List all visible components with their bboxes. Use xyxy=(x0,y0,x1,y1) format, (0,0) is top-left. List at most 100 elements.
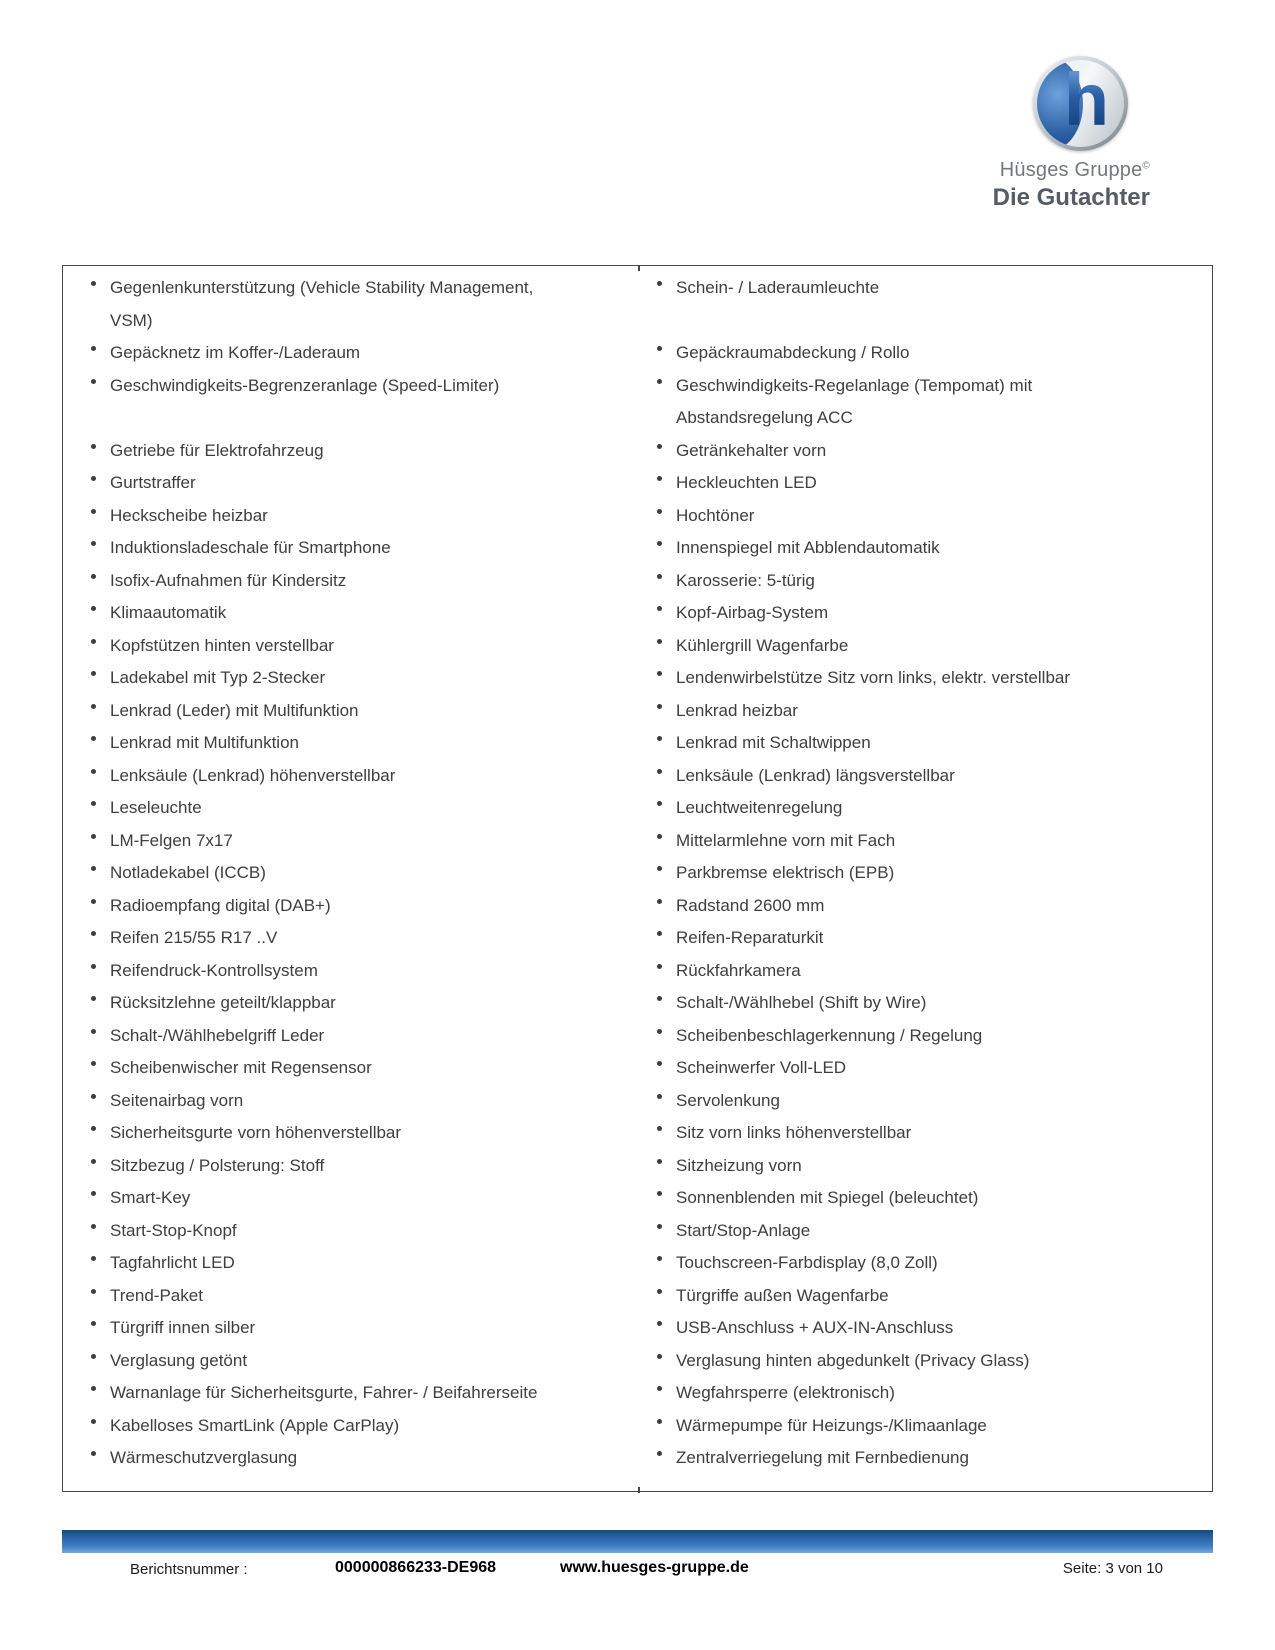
bullet-icon xyxy=(657,606,662,611)
bullet-icon xyxy=(657,1353,662,1359)
equipment-item-right: Servolenkung xyxy=(638,1085,1212,1118)
equipment-item-left: Start-Stop-Knopf xyxy=(63,1215,638,1248)
equipment-item-text: Getriebe für Elektrofahrzeug xyxy=(110,440,324,460)
equipment-item-right: Scheinwerfer Voll-LED xyxy=(638,1052,1212,1085)
bullet-icon xyxy=(91,281,96,286)
bullet-icon xyxy=(91,443,96,449)
equipment-item-left: Radioempfang digital (DAB+) xyxy=(63,890,638,923)
equipment-item-text: LM-Felgen 7x17 xyxy=(110,830,233,850)
logo-group-name-text: Hüsges Gruppe xyxy=(999,159,1143,181)
equipment-row: Ladekabel mit Typ 2-Stecker Lendenwirbel… xyxy=(63,662,1212,695)
footer-accent-bar xyxy=(62,1530,1213,1553)
bullet-icon xyxy=(91,996,96,1001)
equipment-row: Notladekabel (ICCB) Parkbremse elektrisc… xyxy=(63,857,1212,890)
bullet-icon xyxy=(91,768,96,774)
equipment-item-text: Türgriffe außen Wagenfarbe xyxy=(676,1285,889,1305)
equipment-row: Radioempfang digital (DAB+) Radstand 260… xyxy=(63,890,1212,923)
website-link[interactable]: www.huesges-gruppe.de xyxy=(560,1559,749,1576)
bullet-icon xyxy=(657,508,662,514)
bullet-icon xyxy=(91,1386,96,1391)
equipment-item-text: Verglasung getönt xyxy=(110,1350,248,1370)
bullet-icon xyxy=(657,703,662,709)
equipment-item-text: Schalt-/Wählhebelgriff Leder xyxy=(110,1025,325,1045)
equipment-item-text: Schalt-/Wählhebel (Shift by Wire) xyxy=(676,993,927,1012)
logo-orb-inner: h xyxy=(1037,60,1124,147)
report-number-label: Berichtsnummer : xyxy=(130,1561,248,1578)
bullet-icon xyxy=(91,1223,96,1229)
equipment-item-text: Lendenwirbelstütze Sitz vorn links, elek… xyxy=(676,668,1071,687)
equipment-item-left: Leseleuchte xyxy=(63,792,638,825)
equipment-item-left: Notladekabel (ICCB) xyxy=(63,857,638,890)
equipment-item-text: Heckscheibe heizbar xyxy=(110,505,268,525)
logo-tagline: Die Gutachter xyxy=(992,184,1150,211)
equipment-item-right: Schalt-/Wählhebel (Shift by Wire) xyxy=(638,987,1212,1020)
column-divider-tick-bottom xyxy=(638,1486,640,1493)
equipment-item-text: Heckleuchten LED xyxy=(676,473,817,492)
bullet-icon xyxy=(657,931,662,936)
equipment-item-right: Lenksäule (Lenkrad) längsverstellbar xyxy=(638,760,1212,793)
equipment-item-left: Verglasung getönt xyxy=(63,1345,638,1378)
bullet-icon xyxy=(657,801,662,806)
page-number: Seite: 3 von 10 xyxy=(1062,1560,1163,1577)
equipment-item-text: Start-Stop-Knopf xyxy=(110,1220,237,1240)
equipment-item-left: Gurtstraffer xyxy=(63,467,638,500)
equipment-item-text: Tagfahrlicht LED xyxy=(110,1253,235,1272)
equipment-item-right: Verglasung hinten abgedunkelt (Privacy G… xyxy=(638,1345,1212,1378)
bullet-icon xyxy=(657,573,662,579)
equipment-item-text: Wärmeschutzverglasung xyxy=(110,1448,298,1467)
logo-orb-icon: h xyxy=(1033,56,1128,151)
equipment-item-text: Touchscreen-Farbdisplay (8,0 Zoll) xyxy=(676,1253,938,1272)
bullet-icon xyxy=(91,541,96,546)
bullet-icon xyxy=(91,1093,96,1099)
bullet-icon xyxy=(91,1288,96,1294)
equipment-item-text: Gegenlenkunterstützung (Vehicle Stabilit… xyxy=(110,278,534,330)
equipment-item-text: Isofix-Aufnahmen für Kindersitz xyxy=(110,570,347,590)
equipment-row: Kabelloses SmartLink (Apple CarPlay) Wär… xyxy=(63,1410,1212,1443)
bullet-icon xyxy=(657,476,662,481)
bullet-icon xyxy=(91,898,96,904)
bullet-icon xyxy=(91,573,96,579)
equipment-item-right: Schein- / Laderaumleuchte xyxy=(638,272,1212,337)
bullet-icon xyxy=(91,1418,96,1424)
bullet-icon xyxy=(657,1223,662,1229)
equipment-item-text: Kopfstützen hinten verstellbar xyxy=(110,635,334,655)
equipment-item-right: Gepäckraumabdeckung / Rollo xyxy=(638,337,1212,370)
equipment-item-text: Sitzheizung vorn xyxy=(676,1155,802,1175)
equipment-row: Trend-Paket Türgriffe außen Wagenfarbe xyxy=(63,1280,1212,1313)
equipment-item-text: Rücksitzlehne geteilt/klappbar xyxy=(110,993,336,1012)
equipment-item-text: Kopf-Airbag-System xyxy=(676,603,829,622)
equipment-row: Verglasung getönt Verglasung hinten abge… xyxy=(63,1345,1212,1378)
equipment-item-right: Türgriffe außen Wagenfarbe xyxy=(638,1280,1212,1313)
equipment-item-text: Induktionsladeschale für Smartphone xyxy=(110,538,391,557)
equipment-item-left: Isofix-Aufnahmen für Kindersitz xyxy=(63,565,638,598)
equipment-item-left: Lenkrad mit Multifunktion xyxy=(63,727,638,760)
bullet-icon xyxy=(657,638,662,644)
bullet-icon xyxy=(91,508,96,514)
equipment-item-text: Geschwindigkeits-Regelanlage (Tempomat) … xyxy=(676,375,1033,428)
bullet-icon xyxy=(91,476,96,481)
equipment-item-text: Scheinwerfer Voll-LED xyxy=(676,1058,847,1077)
bullet-icon xyxy=(91,1191,96,1196)
equipment-item-text: Radioempfang digital (DAB+) xyxy=(110,895,331,915)
equipment-item-text: Lenksäule (Lenkrad) höhenverstellbar xyxy=(110,765,396,785)
equipment-row: LM-Felgen 7x17 Mittelarmlehne vorn mit F… xyxy=(63,825,1212,858)
equipment-item-text: Sonnenblenden mit Spiegel (beleuchtet) xyxy=(676,1188,979,1207)
bullet-icon xyxy=(91,703,96,709)
bullet-icon xyxy=(91,378,96,384)
equipment-row: Sitzbezug / Polsterung: Stoff Sitzheizun… xyxy=(63,1150,1212,1183)
equipment-item-text: Gepäckraumabdeckung / Rollo xyxy=(676,343,910,362)
equipment-item-text: Scheibenbeschlagerkennung / Regelung xyxy=(676,1025,983,1045)
bullet-icon xyxy=(657,1418,662,1424)
copyright-symbol: © xyxy=(1142,160,1150,172)
equipment-item-text: Wegfahrsperre (elektronisch) xyxy=(676,1383,895,1402)
equipment-item-left: Sitzbezug / Polsterung: Stoff xyxy=(63,1150,638,1183)
bullet-icon xyxy=(91,1028,96,1034)
bullet-icon xyxy=(91,1353,96,1359)
equipment-item-left: Warnanlage für Sicherheitsgurte, Fahrer-… xyxy=(63,1377,638,1410)
bullet-icon xyxy=(91,346,96,351)
bullet-icon xyxy=(91,1158,96,1164)
bullet-icon xyxy=(91,833,96,839)
bullet-icon xyxy=(91,801,96,806)
equipment-item-text: Verglasung hinten abgedunkelt (Privacy G… xyxy=(676,1350,1030,1370)
equipment-item-text: Scheibenwischer mit Regensensor xyxy=(110,1058,372,1077)
